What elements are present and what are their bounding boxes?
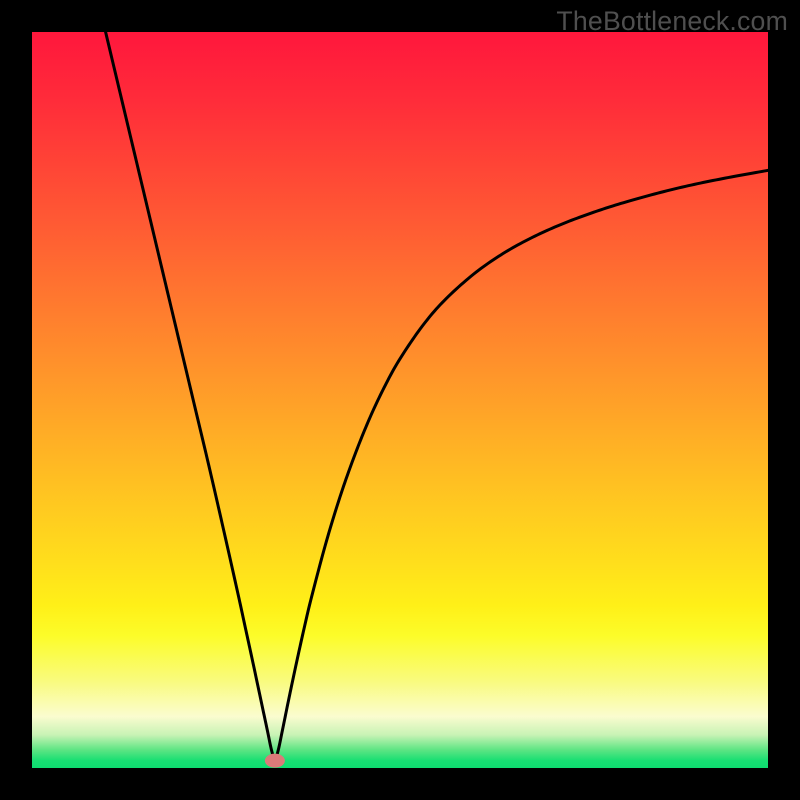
chart-container: TheBottleneck.com — [0, 0, 800, 800]
plot-background — [32, 32, 768, 768]
chart-svg — [0, 0, 800, 800]
optimal-marker — [265, 754, 285, 768]
watermark-text: TheBottleneck.com — [556, 6, 788, 37]
